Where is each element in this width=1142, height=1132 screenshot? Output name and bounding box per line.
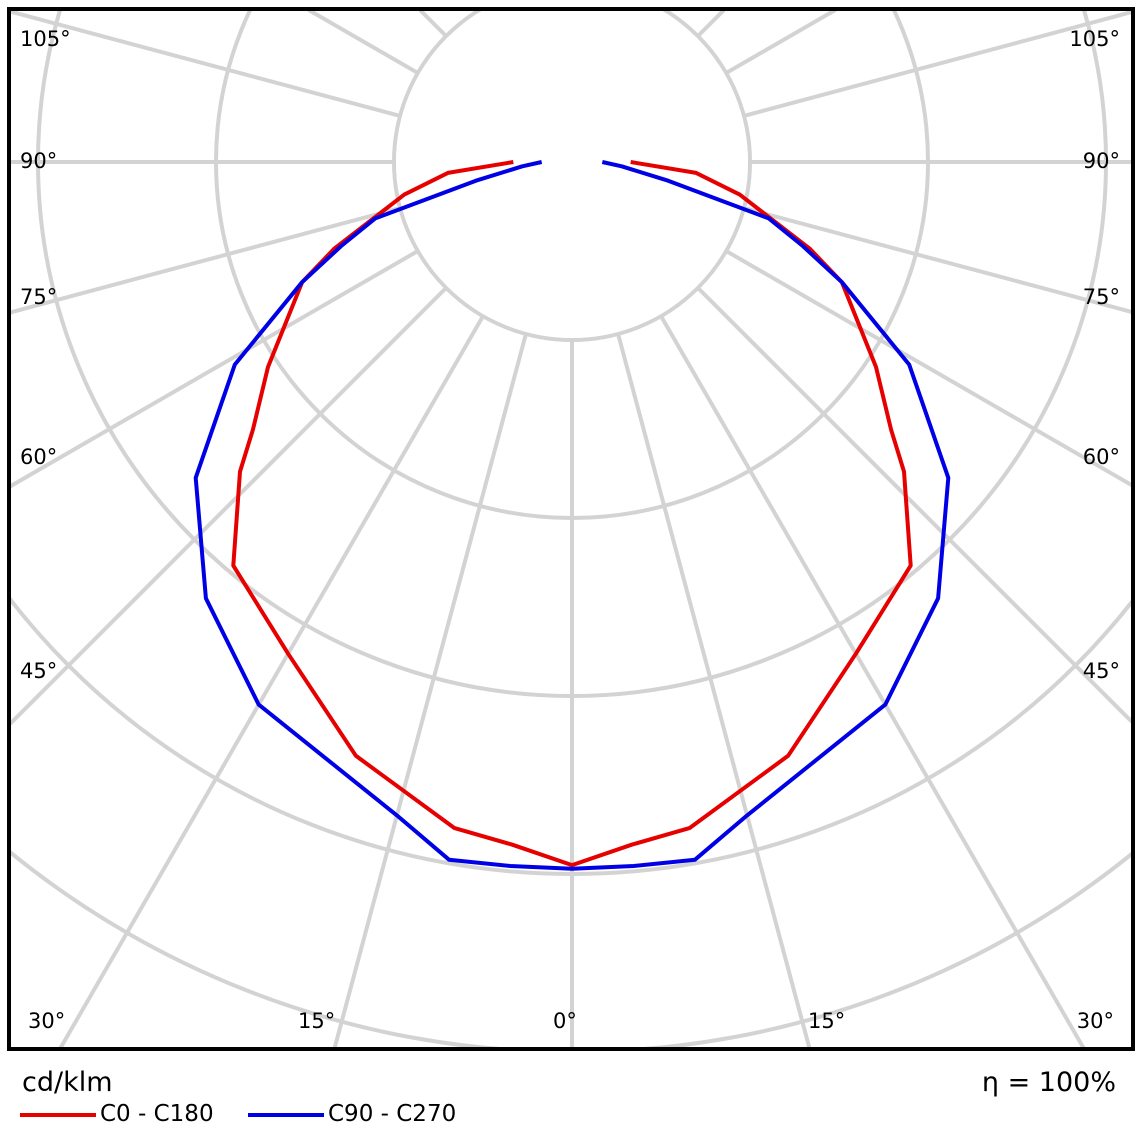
grid-radial-line [725,249,1132,488]
angle-label-right: 105° [1069,27,1120,51]
angle-label-bottom: 15° [298,1009,336,1033]
angle-label-left: 30° [28,1009,66,1033]
grid-ring [10,595,1132,876]
grid-ring [392,10,752,342]
grid-radial-line [10,286,448,726]
series-curve-1 [193,160,951,871]
angle-label-left: 45° [20,659,58,683]
angle-label-left: 60° [20,445,58,469]
legend-item-c90-c270: C90 - C270 [248,1101,457,1127]
angle-label-right: 60° [1082,445,1120,469]
grid-radial-line [725,10,837,75]
angle-label-left: 90° [20,149,58,173]
legend-swatch-red [20,1112,96,1117]
grid-radial-line [743,10,1132,118]
grid-ring [214,10,930,520]
plot-frame [7,7,1135,1051]
grid-radial-line [743,206,1132,314]
grid-radial-line [10,249,419,489]
grid-radial-line [696,286,1132,724]
grid-radial-line [10,206,401,315]
grid-radial-line [332,333,528,1048]
grid-radial-line [696,10,726,38]
series-curve-0 [231,160,913,868]
polar-grid [10,10,1132,1048]
angle-label-bottom: 0° [553,1009,577,1033]
angle-label-right: 75° [1082,285,1120,309]
grid-radial-line [418,10,448,38]
angle-label-left: 75° [20,285,58,309]
legend-label: C90 - C270 [328,1101,457,1127]
grid-radial-line [659,315,1086,1048]
curves [193,160,951,871]
grid-radial-line [10,10,401,118]
grid-radial-line [58,315,485,1048]
legend-item-c0-c180: C0 - C180 [20,1101,214,1127]
legend-label: C0 - C180 [100,1101,214,1127]
grid-ring [36,10,1108,698]
grid-radial-line [307,10,419,75]
angle-label-bottom: 15° [808,1009,846,1033]
angle-label-right: 90° [1082,149,1120,173]
angle-label-left: 105° [20,27,71,51]
legend-swatch-blue [248,1112,324,1117]
angle-label-right: 30° [1076,1009,1114,1033]
efficiency-label: η = 100% [981,1067,1116,1098]
grid-radial-line [616,333,812,1048]
angle-label-right: 45° [1082,659,1120,683]
unit-label: cd/klm [22,1067,113,1098]
grid-center [396,10,748,338]
